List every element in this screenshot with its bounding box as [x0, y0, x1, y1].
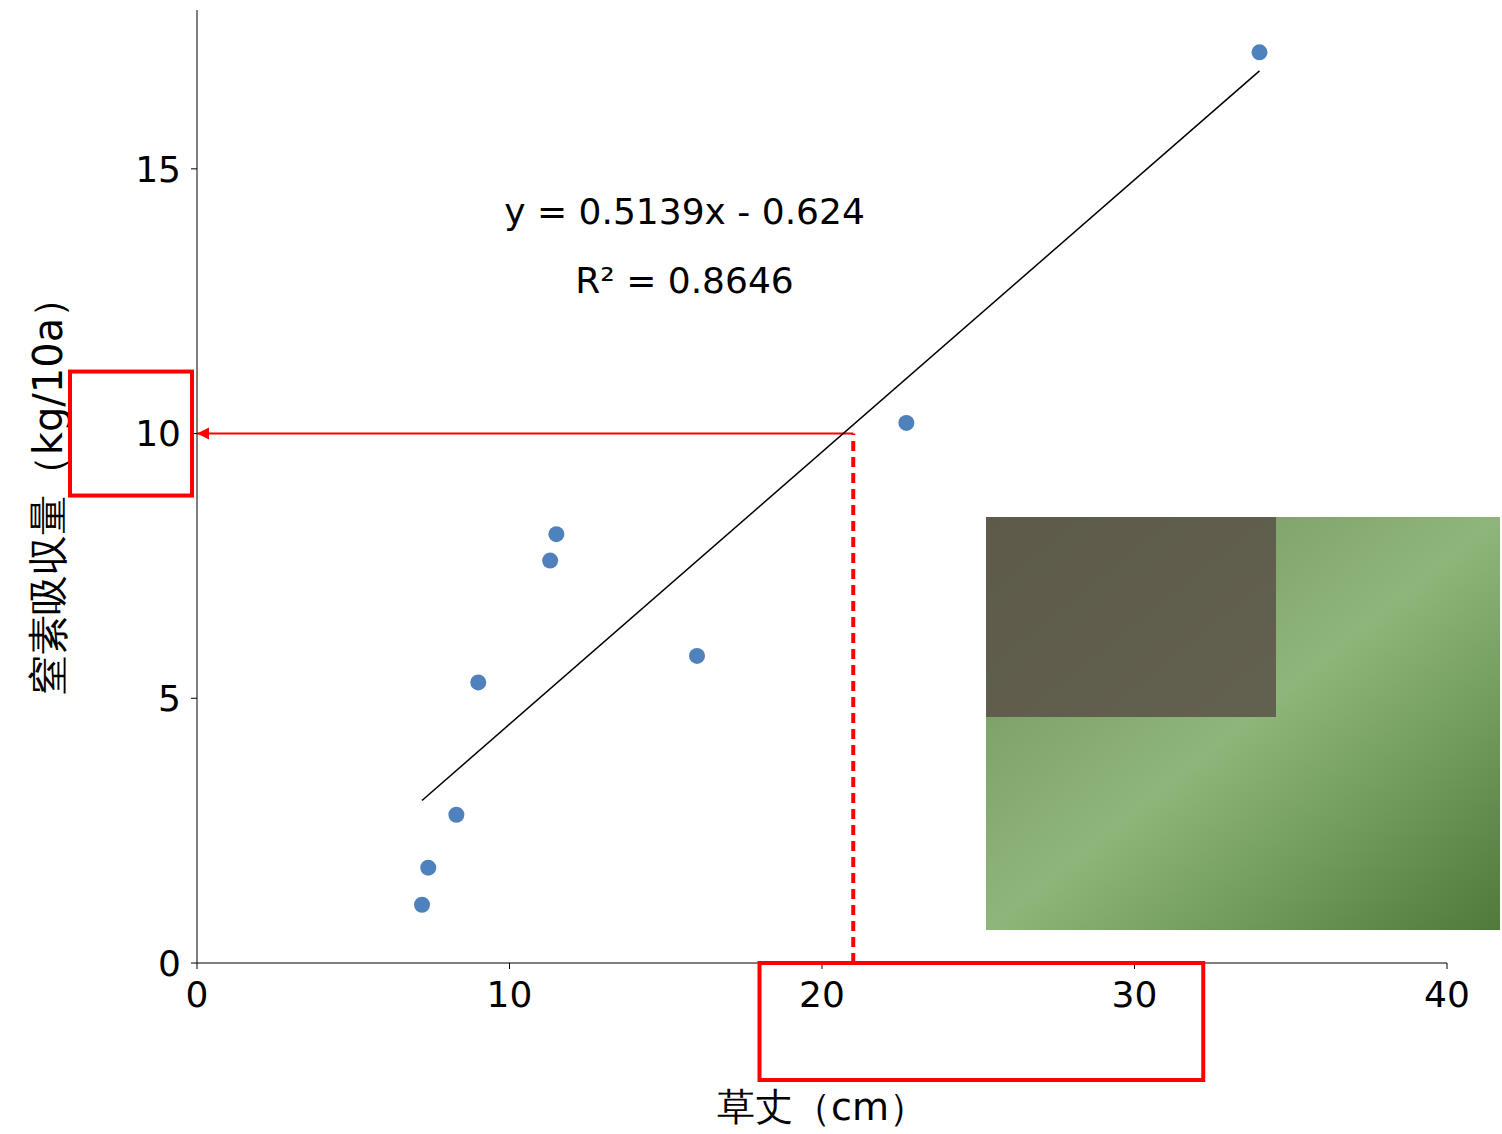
svg-text:R² = 0.8646: R² = 0.8646	[575, 260, 793, 301]
svg-text:15: 15	[135, 149, 181, 190]
svg-text:30: 30	[1112, 974, 1158, 1015]
svg-text:40: 40	[1424, 974, 1470, 1015]
svg-text:0: 0	[158, 943, 181, 984]
svg-text:10: 10	[135, 413, 181, 454]
svg-text:窒素吸収量（kg/10a）: 窒素吸収量（kg/10a）	[25, 278, 71, 695]
svg-text:草丈（cm）: 草丈（cm）	[717, 1085, 927, 1129]
svg-text:10: 10	[487, 974, 533, 1015]
svg-text:5: 5	[158, 678, 181, 719]
svg-text:y = 0.5139x - 0.624: y = 0.5139x - 0.624	[504, 191, 865, 232]
svg-text:0: 0	[186, 974, 209, 1015]
svg-text:20: 20	[799, 974, 845, 1015]
